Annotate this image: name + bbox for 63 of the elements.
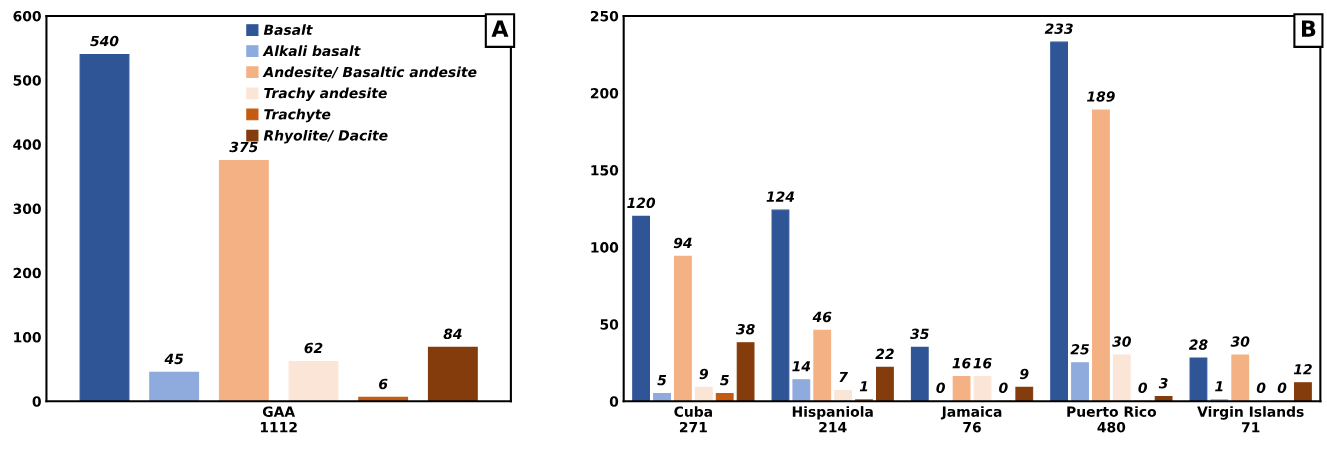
y-tick-label: 300	[13, 203, 41, 215]
data-label: 25	[1070, 344, 1089, 355]
legend-label: Trachy andesite	[264, 87, 387, 102]
y-tick-label: 0	[32, 396, 41, 407]
data-label: 22	[875, 348, 894, 359]
data-label: 62	[304, 342, 323, 354]
legend-label: Trachyte	[264, 108, 331, 123]
y-tick-label: 200	[13, 267, 41, 279]
data-label: 7	[839, 371, 848, 383]
data-label: 3	[1158, 377, 1168, 389]
data-label: 35	[910, 328, 929, 340]
data-label: 28	[1188, 339, 1208, 350]
data-label: 38	[735, 323, 755, 335]
data-label: 30	[1112, 336, 1131, 347]
y-tick-label: 600	[13, 10, 41, 22]
data-label: 5	[720, 375, 729, 386]
y-tick-label: 0	[609, 396, 619, 407]
data-label: 16	[952, 357, 971, 369]
y-tick-label: 250	[590, 10, 619, 22]
legend-label: Basalt	[263, 24, 313, 36]
data-label: 189	[1087, 91, 1115, 102]
data-label: 16	[973, 357, 992, 369]
legend-label: Andesite/ Basaltic andesite	[262, 66, 477, 79]
data-label: 120	[627, 197, 656, 209]
data-label: 9	[699, 368, 709, 380]
data-label: 6	[379, 378, 388, 390]
data-label: 46	[812, 311, 832, 323]
y-tick-label: 500	[13, 75, 41, 86]
y-tick-label: 400	[13, 139, 41, 150]
y-tick-label: 100	[591, 242, 619, 253]
y-tick-label: 100	[14, 332, 41, 343]
data-label: 14	[792, 361, 811, 372]
data-label: 0	[936, 382, 946, 394]
x-tick-label: GAA 1112	[260, 406, 297, 433]
data-label: 124	[766, 191, 795, 202]
data-label: 94	[673, 237, 692, 249]
y-tick-label: 150	[591, 165, 619, 176]
data-label: 0	[1256, 382, 1266, 394]
legend-label: Rhyolite/ Dacite	[263, 129, 388, 144]
x-tick-label: Jamaica 76	[940, 406, 1002, 433]
data-label: 1	[859, 381, 868, 392]
y-tick-label: 200	[590, 87, 619, 99]
data-label: 12	[1293, 364, 1312, 375]
data-label: 9	[1020, 368, 1029, 380]
annotation: B	[1301, 20, 1316, 37]
data-label: 84	[443, 328, 462, 340]
annotation: A	[491, 20, 509, 37]
data-label: 540	[90, 35, 119, 47]
y-tick-label: 50	[600, 319, 619, 330]
x-tick-label: Hispaniola 214	[792, 406, 873, 433]
legend-label: Alkali basalt	[262, 45, 361, 57]
data-label: 30	[1230, 336, 1250, 347]
data-label: 45	[164, 353, 184, 365]
data-label: 1	[1215, 381, 1223, 392]
data-label: 375	[229, 141, 258, 153]
data-label: 0	[1138, 382, 1148, 394]
data-label: 0	[999, 382, 1008, 394]
data-label: 233	[1044, 23, 1073, 34]
x-tick-label: Cuba 271	[674, 406, 712, 433]
data-label: 0	[1277, 382, 1287, 394]
x-tick-label: Puerto Rico 480	[1067, 406, 1157, 433]
data-label: 5	[657, 375, 667, 386]
x-tick-label: Virgin Islands 71	[1197, 406, 1304, 433]
